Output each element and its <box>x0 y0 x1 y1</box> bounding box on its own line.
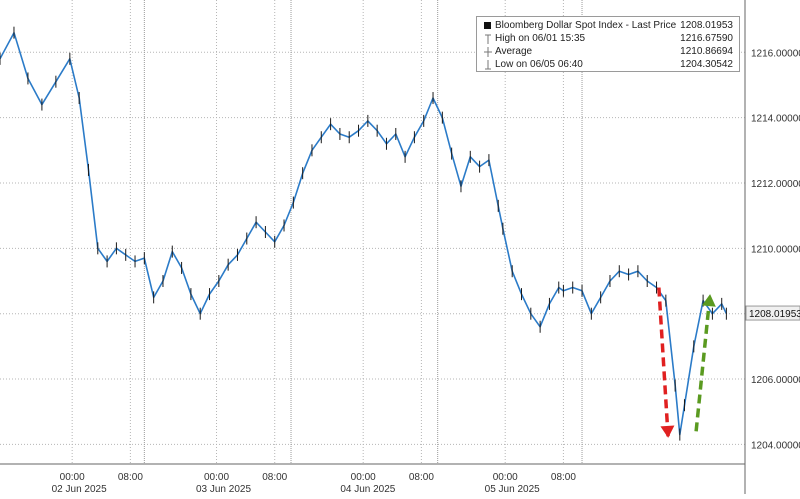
last-price-box <box>745 305 800 321</box>
x-date-label: 05 Jun 2025 <box>485 484 540 494</box>
annotation-arrow-shaft <box>657 287 670 438</box>
legend-value: 1216.67590 <box>680 33 733 44</box>
legend: Bloomberg Dollar Spot Index - Last Price… <box>476 16 740 72</box>
annotation-arrow-head <box>660 425 675 438</box>
x-date-label: 02 Jun 2025 <box>52 484 107 494</box>
legend-value: 1208.01953 <box>680 20 733 31</box>
legend-entry-average: Average 1210.86694 <box>483 46 733 58</box>
square-icon <box>483 20 493 32</box>
legend-label: Low on 06/05 06:40 <box>495 59 583 70</box>
annotation-arrow-shaft <box>694 293 712 432</box>
x-tick-label: 08:00 <box>262 472 287 483</box>
legend-entry-high: High on 06/01 15:35 1216.67590 <box>483 33 733 45</box>
annotation-layer <box>657 287 716 438</box>
y-tick-label: 1210.00000 <box>751 244 800 255</box>
legend-value: 1204.30542 <box>680 59 733 70</box>
y-tick-label: 1204.00000 <box>751 440 800 451</box>
legend-entry-last-price: Bloomberg Dollar Spot Index - Last Price… <box>483 20 733 32</box>
last-price-label: 1208.01953 <box>749 309 800 320</box>
x-tick-label: 00:00 <box>351 472 376 483</box>
high-marker-icon <box>483 33 493 45</box>
y-tick-label: 1206.00000 <box>751 375 800 386</box>
x-tick-label: 00:00 <box>493 472 518 483</box>
x-tick-label: 08:00 <box>118 472 143 483</box>
legend-label: Average <box>495 46 533 57</box>
legend-label: Bloomberg Dollar Spot Index - Last Price <box>495 20 677 31</box>
low-marker-icon <box>483 59 493 71</box>
series-line <box>0 31 728 436</box>
y-tick-label: 1214.00000 <box>751 114 800 125</box>
grid-layer <box>0 0 745 464</box>
average-marker-icon <box>483 46 493 58</box>
legend-entry-low: Low on 06/05 06:40 1204.30542 <box>483 59 733 71</box>
y-tick-label: 1216.00000 <box>751 48 800 59</box>
x-date-label: 04 Jun 2025 <box>340 484 395 494</box>
legend-label: High on 06/01 15:35 <box>495 33 586 44</box>
annotation-arrow-head <box>701 294 716 307</box>
y-tick-label: 1212.00000 <box>751 179 800 190</box>
x-tick-label: 08:00 <box>551 472 576 483</box>
x-date-label: 03 Jun 2025 <box>196 484 251 494</box>
x-tick-label: 00:00 <box>204 472 229 483</box>
x-tick-label: 08:00 <box>409 472 434 483</box>
legend-value: 1210.86694 <box>680 46 733 57</box>
x-tick-label: 00:00 <box>60 472 85 483</box>
